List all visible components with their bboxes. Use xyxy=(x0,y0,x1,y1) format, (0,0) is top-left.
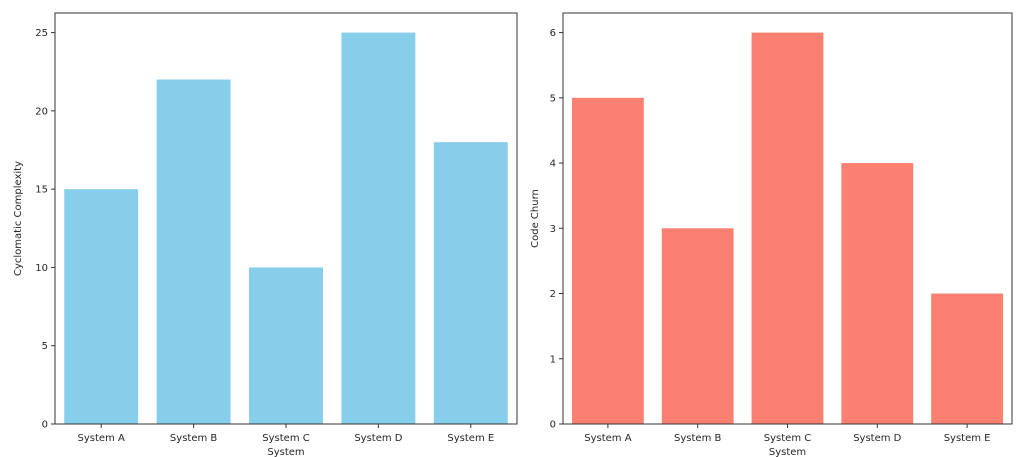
complexity-bar-4 xyxy=(433,142,508,424)
churn-ytick-label-3: 3 xyxy=(550,224,556,235)
churn-xtick-label-4: System E xyxy=(944,433,991,444)
churn-ytick-label-5: 5 xyxy=(550,93,556,104)
churn-bar-4 xyxy=(931,293,1004,424)
churn-ytick-label-2: 2 xyxy=(550,289,556,300)
complexity-ytick-label-0: 0 xyxy=(42,420,48,431)
complexity-xtick-label-2: System C xyxy=(262,433,309,444)
churn-xtick-label-2: System C xyxy=(764,433,811,444)
complexity-ylabel: Cyclomatic Complexity xyxy=(13,161,24,276)
complexity-xtick-label-3: System D xyxy=(354,433,402,444)
churn-xtick-label-1: System B xyxy=(674,433,721,444)
churn-ytick-label-4: 4 xyxy=(550,159,556,170)
complexity-ytick-label-2: 10 xyxy=(35,263,48,274)
complexity-bar-3 xyxy=(341,32,416,424)
complexity-bar-2 xyxy=(249,267,323,424)
complexity-bar-1 xyxy=(156,79,231,425)
complexity-bar-0 xyxy=(64,189,139,424)
churn-xlabel: System xyxy=(769,447,806,457)
complexity-xtick-label-0: System A xyxy=(78,433,125,444)
complexity-ytick-label-5: 25 xyxy=(35,28,48,39)
complexity-xtick-label-4: System E xyxy=(447,433,494,444)
churn-chart: 0 1 2 3 4 5 6 System A System B System C System D S… xyxy=(530,12,1013,457)
complexity-ytick-label-4: 20 xyxy=(35,106,48,117)
churn-ytick-label-1: 1 xyxy=(550,354,556,365)
churn-bar-1 xyxy=(661,228,734,424)
churn-xtick-label-0: System A xyxy=(584,433,631,444)
complexity-ytick-label-3: 15 xyxy=(35,185,48,196)
churn-xtick-label-3: System D xyxy=(853,433,901,444)
complexity-xtick-label-1: System B xyxy=(170,433,217,444)
churn-ytick-label-0: 0 xyxy=(550,420,556,431)
complexity-chart: 0 5 10 15 20 25 System A System B System C System… xyxy=(13,12,518,457)
churn-bar-0 xyxy=(571,97,644,425)
complexity-xlabel: System xyxy=(267,447,304,457)
churn-bar-2 xyxy=(751,32,824,424)
churn-bar-3 xyxy=(841,163,914,425)
churn-ylabel: Code Churn xyxy=(530,189,541,248)
complexity-ytick-label-1: 5 xyxy=(42,341,48,352)
churn-ytick-label-6: 6 xyxy=(550,28,556,39)
